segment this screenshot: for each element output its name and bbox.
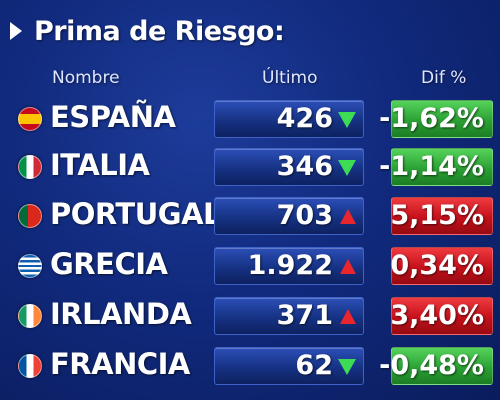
greece-flag-icon [18, 254, 42, 278]
last-value-box: 346 [214, 148, 364, 186]
down-arrow-icon [338, 112, 356, 128]
column-header-last: Último [262, 68, 318, 88]
country-name: FRANCIA [50, 347, 190, 381]
last-value-box: 1.922 [214, 247, 364, 285]
portugal-flag-icon [18, 204, 42, 228]
down-arrow-icon [338, 359, 356, 375]
last-value: 62 [295, 350, 333, 381]
last-value-box: 62 [214, 347, 364, 385]
country-name: ITALIA [50, 148, 150, 182]
table-row: ITALIA 346 -1,14% [0, 146, 500, 188]
table-row: PORTUGAL 703 5,15% [0, 195, 500, 237]
up-arrow-icon [340, 259, 356, 274]
last-value: 346 [276, 151, 333, 182]
column-header-dif: Dif % [421, 68, 467, 88]
header: Prima de Riesgo: [10, 14, 285, 48]
ireland-flag-icon [18, 304, 42, 328]
last-value: 371 [276, 300, 333, 331]
last-value: 1.922 [247, 250, 333, 281]
dif-box: 3,40% [390, 297, 493, 335]
dif-value: 3,40% [390, 300, 484, 331]
table-row: IRLANDA 371 3,40% [0, 295, 500, 337]
italy-flag-icon [18, 155, 42, 179]
dif-value: 0,34% [390, 250, 484, 281]
dif-value: -1,62% [379, 103, 484, 134]
last-value-box: 371 [214, 297, 364, 335]
column-header-name: Nombre [52, 68, 120, 88]
dif-value: -0,48% [379, 350, 484, 381]
play-arrow-icon [10, 22, 22, 40]
dif-value: -1,14% [379, 151, 484, 182]
down-arrow-icon [338, 160, 356, 176]
country-name: GRECIA [50, 247, 168, 281]
up-arrow-icon [340, 209, 356, 224]
last-value-box: 703 [214, 197, 364, 235]
dif-value: 5,15% [390, 200, 484, 231]
page-title: Prima de Riesgo: [34, 15, 285, 47]
country-name: ESPAÑA [50, 100, 176, 134]
country-name: PORTUGAL [50, 197, 222, 231]
last-value: 703 [276, 200, 333, 231]
spain-flag-icon [18, 107, 42, 131]
dif-box: -1,62% [379, 100, 493, 138]
dif-box: -1,14% [379, 148, 493, 186]
country-name: IRLANDA [50, 297, 192, 331]
last-value: 426 [276, 103, 333, 134]
last-value-box: 426 [214, 100, 364, 138]
up-arrow-icon [340, 309, 356, 324]
table-row: FRANCIA 62 -0,48% [0, 345, 500, 387]
dif-box: -0,48% [379, 347, 493, 385]
dif-box: 0,34% [390, 247, 493, 285]
table-row: GRECIA 1.922 0,34% [0, 245, 500, 287]
table-row: ESPAÑA 426 -1,62% [0, 98, 500, 140]
dif-box: 5,15% [390, 197, 493, 235]
france-flag-icon [18, 354, 42, 378]
